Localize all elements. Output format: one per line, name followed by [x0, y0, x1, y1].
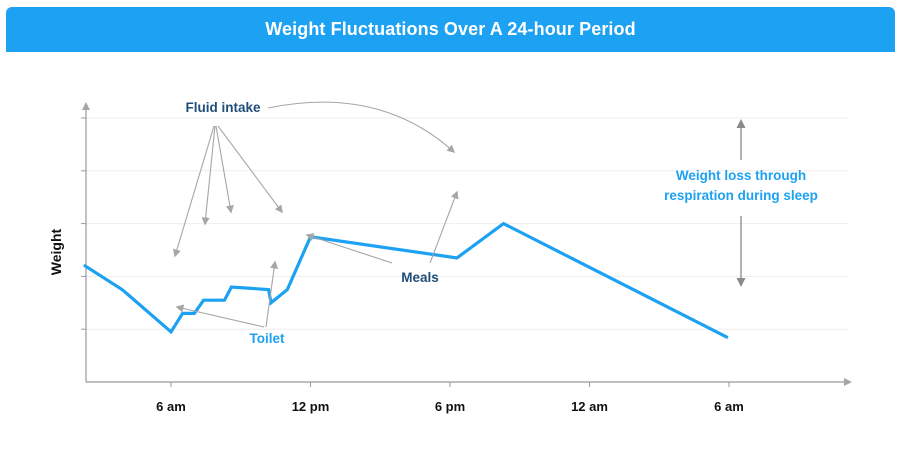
y-axis-label: Weight: [48, 228, 64, 275]
fluid-arrow-curve: [267, 101, 456, 154]
chart-title: Weight Fluctuations Over A 24-hour Perio…: [265, 19, 636, 39]
x-tick-label: 12 pm: [292, 399, 330, 414]
annotation-fluid-intake: Fluid intake: [185, 100, 261, 115]
fluid-arrow-4: [217, 125, 283, 214]
meals-arrow-1: [305, 233, 393, 264]
axes: [82, 102, 852, 386]
x-tick-label: 12 am: [571, 399, 608, 414]
x-tick-label: 6 am: [714, 399, 744, 414]
x-ticks: 6 am 12 pm 6 pm 12 am 6 am: [156, 382, 744, 414]
fluid-arrow-1: [173, 125, 215, 258]
chart-title-bar: Weight Fluctuations Over A 24-hour Perio…: [6, 7, 895, 52]
annotation-toilet: Toilet: [250, 331, 286, 346]
annotation-labels: Fluid intake Meals Toilet Weight loss th…: [185, 100, 817, 346]
gridlines: [81, 117, 848, 330]
meals-arrow-2: [429, 190, 459, 264]
data-points: [84, 223, 727, 338]
toilet-arrow-2: [265, 260, 279, 328]
annotation-sleep-line-2: respiration during sleep: [664, 188, 818, 203]
x-tick-label: 6 pm: [435, 399, 465, 414]
annotation-meals: Meals: [401, 270, 439, 285]
toilet-arrow-1: [175, 304, 265, 328]
x-tick-label: 6 am: [156, 399, 186, 414]
fluid-arrow-2: [201, 125, 216, 226]
annotation-sleep-line-1: Weight loss through: [676, 168, 806, 183]
fluid-arrow-3: [215, 125, 234, 214]
annotation-arrows: [173, 101, 459, 328]
